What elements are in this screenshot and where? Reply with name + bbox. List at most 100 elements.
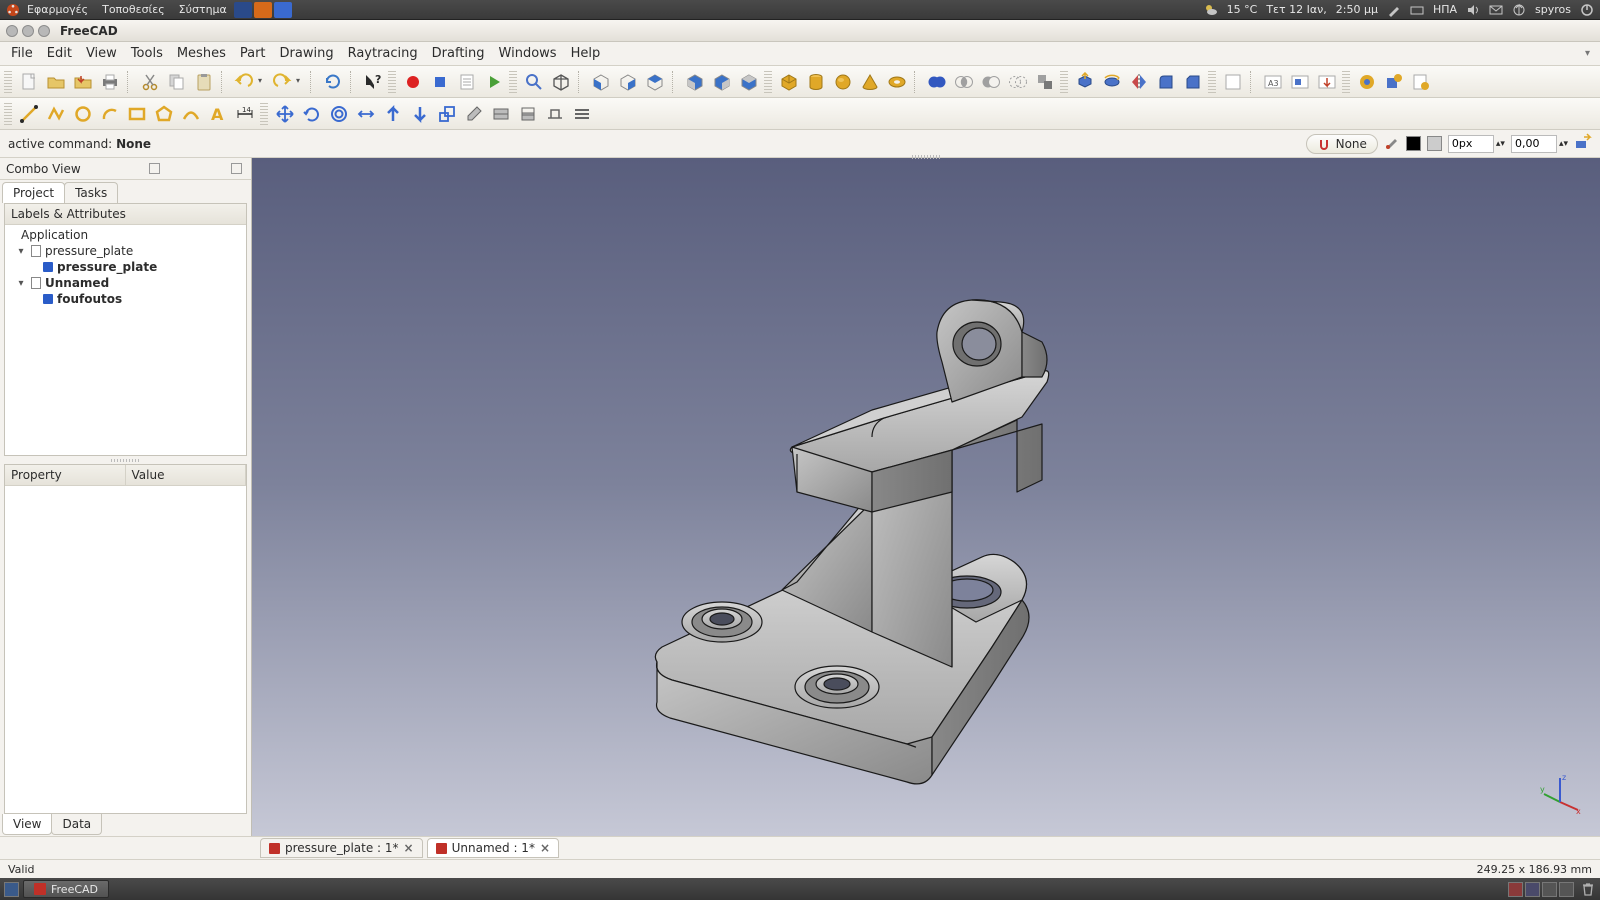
tab-data[interactable]: Data — [51, 814, 102, 835]
toolbar-grip[interactable] — [509, 71, 517, 93]
draft-edit-icon[interactable] — [462, 102, 486, 126]
draft-curve-icon[interactable] — [179, 102, 203, 126]
user-name[interactable]: spyros — [1535, 3, 1571, 16]
face-color-swatch[interactable] — [1427, 136, 1442, 151]
part-common-icon[interactable] — [952, 70, 976, 94]
part-fuse-icon[interactable] — [925, 70, 949, 94]
3d-viewport[interactable]: x y z — [252, 158, 1600, 836]
launcher-folder-icon[interactable] — [234, 2, 252, 18]
model-tree[interactable]: Application ▾pressure_plate pressure_pla… — [5, 225, 246, 455]
part-cone-icon[interactable] — [858, 70, 882, 94]
part-section-icon[interactable] — [1006, 70, 1030, 94]
window-maximize-button[interactable] — [38, 25, 50, 37]
mail-icon[interactable] — [1489, 3, 1503, 17]
doc-tab-close-icon[interactable]: × — [540, 841, 550, 855]
draft-text-icon[interactable]: A — [206, 102, 230, 126]
menu-help[interactable]: Help — [564, 46, 608, 61]
draft-rotate-icon[interactable] — [300, 102, 324, 126]
snap-button[interactable]: None — [1306, 134, 1378, 154]
draft-trim-icon[interactable] — [354, 102, 378, 126]
draft-wire-icon[interactable] — [44, 102, 68, 126]
macro-play-icon[interactable] — [482, 70, 506, 94]
ray-export-icon[interactable] — [1409, 70, 1433, 94]
workspace-2[interactable] — [1525, 882, 1540, 897]
print-icon[interactable] — [98, 70, 122, 94]
tree-root[interactable]: Application — [21, 228, 88, 242]
menu-file[interactable]: File — [4, 46, 40, 61]
line-color-swatch[interactable] — [1406, 136, 1421, 151]
view-bottom-icon[interactable] — [737, 70, 761, 94]
ray-insert-icon[interactable] — [1382, 70, 1406, 94]
drawing-new-icon[interactable] — [1221, 70, 1245, 94]
brush-icon[interactable] — [1387, 3, 1401, 17]
cut-icon[interactable] — [138, 70, 162, 94]
view-axo-icon[interactable] — [549, 70, 573, 94]
workspace-4[interactable] — [1559, 882, 1574, 897]
tree-item[interactable]: foufoutos — [57, 292, 122, 306]
menu-drafting[interactable]: Drafting — [425, 46, 492, 61]
keyboard-layout[interactable]: ΗΠΑ — [1433, 3, 1457, 16]
toolbar-grip[interactable] — [4, 103, 12, 125]
undo-icon[interactable]: ▾ — [232, 70, 256, 94]
view-top-icon[interactable] — [643, 70, 667, 94]
toolbar-grip[interactable] — [4, 71, 12, 93]
toolbar-grip[interactable] — [764, 71, 772, 93]
prop-col-property[interactable]: Property — [5, 465, 126, 485]
view-fit-icon[interactable] — [522, 70, 546, 94]
toolbar-grip[interactable] — [260, 103, 268, 125]
line-width-input[interactable] — [1448, 135, 1494, 153]
network-icon[interactable] — [1512, 3, 1526, 17]
macro-list-icon[interactable] — [455, 70, 479, 94]
menubar-overflow-icon[interactable]: ▾ — [1578, 48, 1596, 59]
volume-icon[interactable] — [1466, 3, 1480, 17]
trash-icon[interactable] — [1580, 881, 1596, 897]
redo-icon[interactable]: ▾ — [270, 70, 294, 94]
tree-doc[interactable]: Unnamed — [45, 276, 109, 290]
prop-col-value[interactable]: Value — [126, 465, 247, 485]
color-picker-icon[interactable] — [1384, 134, 1400, 153]
macro-record-icon[interactable] — [401, 70, 425, 94]
toolbar-grip[interactable] — [388, 71, 396, 93]
power-icon[interactable] — [1580, 3, 1594, 17]
draft-move-icon[interactable] — [273, 102, 297, 126]
part-cylinder-icon[interactable] — [804, 70, 828, 94]
combo-close-icon[interactable] — [231, 163, 242, 174]
menu-view[interactable]: View — [79, 46, 124, 61]
part-fillet-icon[interactable] — [1154, 70, 1178, 94]
paste-icon[interactable] — [192, 70, 216, 94]
refresh-icon[interactable] — [321, 70, 345, 94]
open-icon[interactable] — [44, 70, 68, 94]
macro-stop-icon[interactable] — [428, 70, 452, 94]
part-chamfer-icon[interactable] — [1181, 70, 1205, 94]
menu-tools[interactable]: Tools — [124, 46, 170, 61]
copy-icon[interactable] — [165, 70, 189, 94]
part-box-icon[interactable] — [777, 70, 801, 94]
time-text[interactable]: 2:50 μμ — [1336, 3, 1378, 16]
menu-drawing[interactable]: Drawing — [273, 46, 341, 61]
date-text[interactable]: Τετ 12 Ιαν, — [1266, 3, 1326, 16]
font-size-input[interactable] — [1511, 135, 1557, 153]
viewport-grip[interactable] — [912, 155, 940, 159]
new-document-icon[interactable] — [17, 70, 41, 94]
splitter-handle[interactable] — [0, 456, 251, 464]
launcher-firefox-icon[interactable] — [254, 2, 272, 18]
draft-arc-icon[interactable] — [98, 102, 122, 126]
drawing-a3-icon[interactable]: A3 — [1261, 70, 1285, 94]
menu-meshes[interactable]: Meshes — [170, 46, 233, 61]
workspace-1[interactable] — [1508, 882, 1523, 897]
workspace-3[interactable] — [1542, 882, 1557, 897]
view-left-icon[interactable] — [710, 70, 734, 94]
gnome-menu-system[interactable]: Σύστημα — [172, 3, 234, 16]
draft-scale-icon[interactable] — [435, 102, 459, 126]
tab-view[interactable]: View — [2, 814, 52, 835]
window-close-button[interactable] — [6, 25, 18, 37]
keyboard-icon[interactable] — [1410, 3, 1424, 17]
draft-dimension-icon[interactable]: 14 — [233, 102, 257, 126]
toolbar-grip[interactable] — [1060, 71, 1068, 93]
draft-line-icon[interactable] — [17, 102, 41, 126]
apply-style-icon[interactable] — [1574, 133, 1592, 154]
launcher-help-icon[interactable] — [274, 2, 292, 18]
draft-downgrade-icon[interactable] — [408, 102, 432, 126]
draft-rect-icon[interactable] — [125, 102, 149, 126]
weather-text[interactable]: 15 °C — [1227, 3, 1258, 16]
